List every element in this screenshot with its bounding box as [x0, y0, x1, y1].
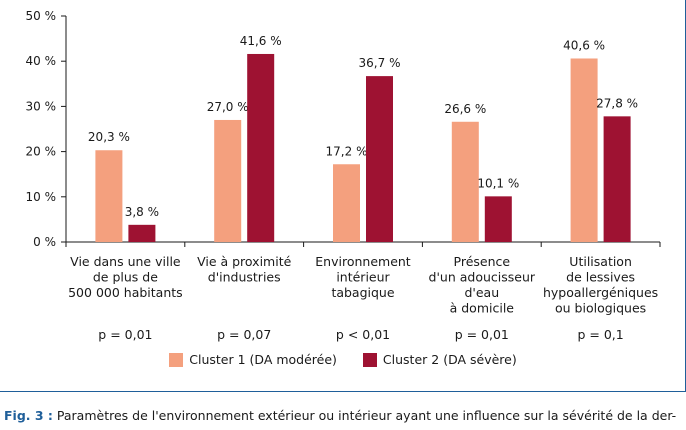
- category-label-line: Utilisation: [569, 254, 632, 269]
- bar-series-2: [247, 53, 275, 242]
- y-tick-label: 10 %: [26, 190, 57, 204]
- figure-caption: Fig. 3 : Paramètres de l'environnement e…: [4, 408, 686, 423]
- category-label-line: Vie dans une ville: [70, 254, 181, 269]
- category-label-line: de plus de: [93, 270, 158, 285]
- category-label-line: d'un adoucisseur: [429, 270, 536, 285]
- data-label-series-1: 17,2 %: [326, 144, 368, 158]
- data-label-series-2: 3,8 %: [125, 205, 159, 219]
- category-label-line: d'industries: [208, 270, 281, 285]
- category-label-line: hypoallergéniques: [543, 285, 658, 300]
- category-label-line: tabagique: [331, 285, 394, 300]
- p-value-label: p = 0,01: [455, 327, 509, 342]
- category-label-line: ou biologiques: [555, 301, 646, 316]
- category-label-line: Présence: [454, 254, 511, 269]
- chart-legend: Cluster 1 (DA modérée) Cluster 2 (DA sév…: [0, 352, 686, 367]
- p-value-label: p = 0,01: [98, 327, 152, 342]
- data-label-series-1: 27,0 %: [207, 100, 249, 114]
- legend-item-cluster-2: Cluster 2 (DA sévère): [362, 352, 517, 367]
- category-label-line: Environnement: [315, 254, 411, 269]
- legend-label-cluster-1: Cluster 1 (DA modérée): [189, 352, 337, 367]
- y-tick-label: 20 %: [26, 145, 57, 159]
- data-label-series-1: 20,3 %: [88, 130, 130, 144]
- category-label-line: de lessives: [566, 270, 635, 285]
- data-label-series-1: 40,6 %: [563, 38, 605, 52]
- legend-swatch-cluster-1: [169, 352, 184, 367]
- bar-series-1: [451, 121, 479, 242]
- caption-lead: Fig. 3 :: [4, 408, 53, 423]
- category-label-line: 500 000 habitants: [68, 285, 183, 300]
- caption-text: Paramètres de l'environnement extérieur …: [52, 408, 677, 423]
- data-label-series-2: 10,1 %: [477, 176, 519, 190]
- bar-series-1: [333, 164, 360, 242]
- bar-series-1: [214, 119, 242, 242]
- bar-series-1: [570, 58, 598, 242]
- bar-series-2: [128, 224, 156, 242]
- category-label: Présence d'un adoucisseur d'eau à domicile: [429, 254, 536, 316]
- bar-series-1: [95, 150, 123, 242]
- category-label: Utilisation de lessives hypoallergéniques o…: [543, 254, 658, 316]
- data-label-series-2: 36,7 %: [359, 56, 401, 70]
- legend-swatch-cluster-2: [362, 352, 377, 367]
- category-label-line: d'eau: [464, 285, 499, 300]
- category-label: Vie à proximité d'industries: [197, 254, 292, 285]
- legend-item-cluster-1: Cluster 1 (DA modérée): [169, 352, 337, 367]
- p-value-label: p < 0,01: [336, 327, 390, 342]
- category-label-line: Vie à proximité: [197, 254, 292, 269]
- data-label-series-2: 27,8 %: [596, 96, 638, 110]
- y-tick-label: 0 %: [33, 235, 56, 249]
- bar-chart: 0 % 10 % 20 % 30 % 40 % 50 % 20,3 % 3,8 % Vie da…: [26, 9, 661, 342]
- p-value-label: p = 0,07: [217, 327, 271, 342]
- bar-series-2: [603, 116, 631, 242]
- y-tick-label: 40 %: [26, 54, 57, 68]
- category-label: Environnement intérieur tabagique: [315, 254, 411, 300]
- bar-series-2: [484, 196, 512, 242]
- bar-series-2: [366, 76, 393, 242]
- category-label-line: à domicile: [450, 301, 515, 316]
- y-tick-label: 50 %: [26, 9, 57, 23]
- data-label-series-1: 26,6 %: [444, 102, 486, 116]
- data-label-series-2: 41,6 %: [240, 34, 282, 48]
- category-label: Vie dans une ville de plus de 500 000 habi…: [68, 254, 183, 300]
- legend-label-cluster-2: Cluster 2 (DA sévère): [382, 352, 517, 367]
- y-tick-label: 30 %: [26, 99, 57, 113]
- category-label-line: intérieur: [336, 270, 390, 285]
- p-value-label: p = 0,1: [577, 327, 623, 342]
